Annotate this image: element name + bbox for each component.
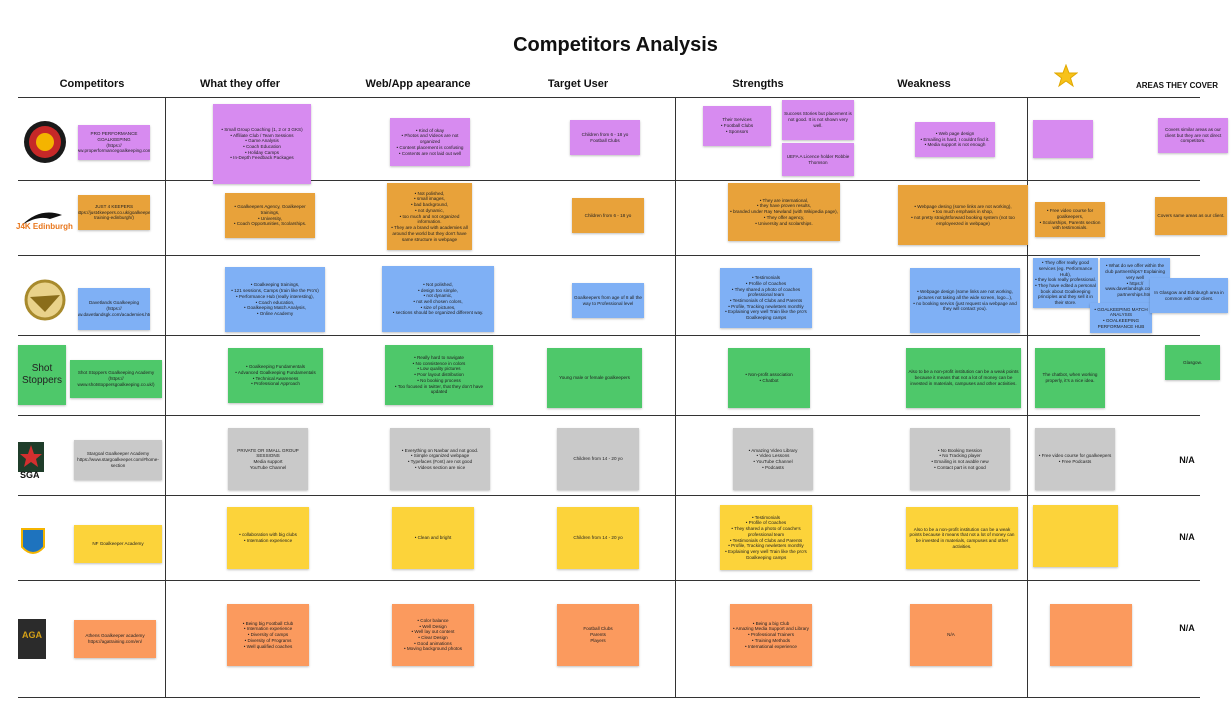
sticky-note: • Not polished, • design too simple, • n… bbox=[382, 266, 494, 332]
sticky-note: Children from 6 - 18 yo bbox=[572, 198, 644, 233]
sticky-note: • Kind of okay • Photos and Videos are n… bbox=[390, 118, 470, 166]
sticky-note: • No Booking Session • No Tracking playe… bbox=[910, 428, 1010, 490]
logo-note: Shot Stoppers bbox=[18, 345, 66, 405]
column-header: What they offer bbox=[199, 78, 281, 90]
competitor-note: Shot Stoppers Goalkeeping Academy (https… bbox=[70, 360, 162, 398]
sticky-note: • Web page design • Emailing is hard, I … bbox=[915, 122, 995, 157]
row-divider bbox=[18, 180, 1200, 181]
sticky-note: Also to be a non-profit institution can … bbox=[906, 348, 1021, 408]
column-divider bbox=[165, 97, 166, 697]
column-header: Target User bbox=[547, 78, 609, 90]
sticky-note: • Clean and bright bbox=[392, 507, 474, 569]
sticky-note: In Glasgow and Edinburgh area in common … bbox=[1150, 278, 1228, 313]
sticky-note: • Non-profit association • Chatbot bbox=[728, 348, 810, 408]
sticky-note: • Really hard to navigate • No consisten… bbox=[385, 345, 493, 405]
column-header: Web/App apearance bbox=[365, 78, 471, 90]
sticky-note: • Testimonials • Profile of Coaches • Th… bbox=[720, 505, 812, 570]
competitor-note: Stargoal Goalkeeper Academy https://www.… bbox=[74, 440, 162, 480]
logo-text: AGA bbox=[22, 630, 42, 640]
sticky-note: Football Clubs Parents Players bbox=[557, 604, 639, 666]
logo-text: SGA bbox=[20, 470, 40, 480]
column-header: AREAS THEY COVER bbox=[1135, 81, 1219, 90]
column-header: Strengths bbox=[732, 78, 784, 90]
column-header: Weakness bbox=[897, 78, 951, 90]
sticky-note: Their Services • Football Clubs • Sponso… bbox=[703, 106, 771, 146]
sticky-note: Success Stories but placement is not goo… bbox=[782, 100, 854, 140]
column-divider bbox=[1027, 97, 1028, 697]
logo-text: J4K Edinburgh bbox=[16, 222, 73, 231]
sticky-note: Young male or female goalkeepers bbox=[547, 348, 642, 408]
sticky-note: Also to be a non-profit institution can … bbox=[906, 507, 1018, 569]
competitor-note: Athens Goalkeeper academy https://agatra… bbox=[74, 620, 156, 658]
sticky-note: • Amazing Video Library • Video Lessons … bbox=[733, 428, 813, 490]
sticky-note: Covers similar areas as our client but t… bbox=[1158, 118, 1228, 153]
sticky-note: • collaboration with big clubs • Interna… bbox=[227, 507, 309, 569]
row-divider bbox=[18, 697, 1200, 698]
sticky-note: The chatbot, when working properly, it's… bbox=[1035, 348, 1105, 408]
sticky-note: • Everything on Navbar and not good. • S… bbox=[390, 428, 490, 490]
sticky-note: • Not polished, • small images, • bad ba… bbox=[387, 183, 472, 250]
competitor-note: NF Goalkeeper Academy bbox=[74, 525, 162, 563]
sticky-note: • Webpage design (some links are not wor… bbox=[910, 268, 1020, 333]
sticky-note: • They offer really good services (eg. P… bbox=[1033, 258, 1098, 308]
logos bbox=[18, 121, 66, 659]
sticky-note: • Small Group Coaching (1, 2 or 3 GKS) •… bbox=[213, 104, 311, 184]
sticky-note: • GOALKEEPING MATCH ANALYSIS • GOALKEEPI… bbox=[1090, 303, 1152, 333]
sticky-note: PRIVATE OR SMALL GROUP SESSIONS Media su… bbox=[228, 428, 308, 490]
sticky-note bbox=[1050, 604, 1132, 666]
sticky-note: • Goalkeeping Fundamentals • Advanced Go… bbox=[228, 348, 323, 403]
coverage-text: N/A bbox=[1179, 623, 1195, 633]
sticky-note: • They are international, • they have pr… bbox=[728, 183, 840, 241]
sticky-note bbox=[1033, 120, 1093, 158]
sticky-note: N/A bbox=[910, 604, 992, 666]
sticky-note: • Webpage desing (some links are not wor… bbox=[898, 185, 1028, 245]
sticky-note: • Free video course for goalkeepers, • S… bbox=[1035, 202, 1105, 237]
sticky-note: • Goalkeeping trainings, • 121 sessions,… bbox=[225, 267, 325, 332]
sticky-note: Glasgow. bbox=[1165, 345, 1220, 380]
competitor-note: Davetlands Goalkeeping (https:// www.dav… bbox=[78, 288, 150, 330]
sticky-note: • Goalkeepers Agency, Goalkeeper trainin… bbox=[225, 193, 315, 238]
competitor-note: PRO PERFORMANCE GOALKEEPING (https:// ww… bbox=[78, 125, 150, 160]
coverage-text: N/A bbox=[1179, 532, 1195, 542]
sticky-note: Children from 6 - 18 yo Football Clubs bbox=[570, 120, 640, 155]
sticky-note: • Color balance • Well Design • Well lay… bbox=[392, 604, 474, 666]
row-divider bbox=[18, 580, 1200, 581]
row-divider bbox=[18, 97, 1200, 98]
page-title: Competitors Analysis bbox=[513, 34, 718, 56]
sticky-note: • Testimonials • Profile of Coaches • Th… bbox=[720, 268, 812, 328]
sticky-note: Children from 14 - 20 yo bbox=[557, 428, 639, 490]
sticky-note: • Free video course for goalkeepers • Fr… bbox=[1035, 428, 1115, 490]
competitor-note: JUST 4 KEEPERS (https://just4keepers.co.… bbox=[78, 195, 150, 230]
sticky-note: Goalkeepers from age of 8 all the way to… bbox=[572, 283, 644, 318]
row-divider bbox=[18, 415, 1200, 416]
row-divider bbox=[18, 255, 1200, 256]
row-divider bbox=[18, 335, 1200, 336]
sticky-note bbox=[1033, 505, 1118, 567]
star-icon bbox=[1054, 64, 1078, 88]
sticky-note: UEFA A Licence holder Robbie Thomson bbox=[782, 143, 854, 176]
sticky-note: Children from 14 - 20 yo bbox=[557, 507, 639, 569]
sticky-note: • Being big Football Club • Internation … bbox=[227, 604, 309, 666]
column-header: Competitors bbox=[59, 78, 125, 90]
sticky-note: • Being a big Club • Amazing Media Suppo… bbox=[730, 604, 812, 666]
coverage-text: N/A bbox=[1179, 455, 1195, 465]
sticky-note: Covers same areas as our client. bbox=[1155, 197, 1227, 235]
row-divider bbox=[18, 495, 1200, 496]
column-divider bbox=[675, 97, 676, 697]
